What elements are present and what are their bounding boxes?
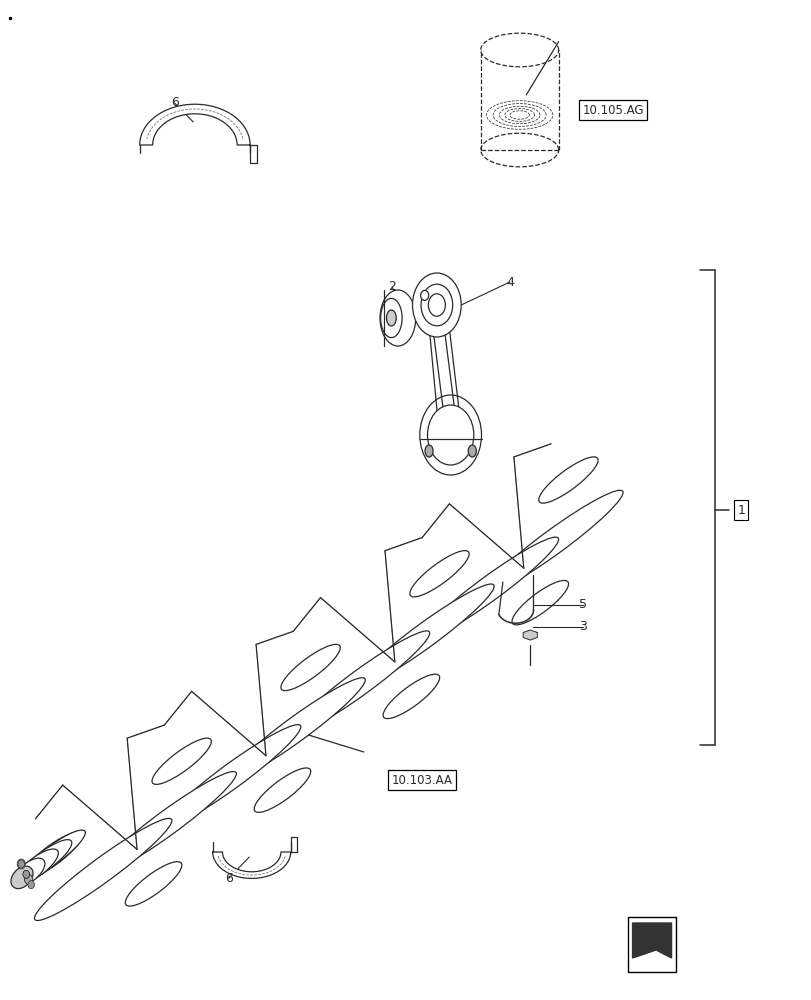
Ellipse shape [23, 832, 83, 878]
Ellipse shape [281, 644, 340, 691]
Ellipse shape [18, 860, 24, 868]
Text: 6: 6 [225, 871, 233, 884]
Ellipse shape [163, 725, 300, 827]
Ellipse shape [410, 551, 469, 597]
Ellipse shape [19, 840, 71, 882]
Ellipse shape [380, 290, 415, 346]
Text: 10.105.AG: 10.105.AG [581, 104, 643, 116]
Ellipse shape [17, 859, 25, 869]
Ellipse shape [11, 866, 33, 889]
Ellipse shape [20, 830, 85, 880]
Ellipse shape [424, 445, 432, 457]
Ellipse shape [420, 290, 428, 300]
Ellipse shape [386, 310, 396, 326]
Ellipse shape [23, 870, 29, 878]
Ellipse shape [15, 858, 45, 885]
Ellipse shape [421, 284, 453, 326]
Ellipse shape [228, 678, 365, 780]
Ellipse shape [383, 674, 439, 719]
Text: 2: 2 [388, 280, 396, 294]
Ellipse shape [421, 537, 558, 639]
Polygon shape [139, 104, 250, 145]
Ellipse shape [28, 881, 34, 889]
Ellipse shape [125, 862, 182, 906]
Text: 1: 1 [736, 504, 744, 516]
Ellipse shape [412, 273, 461, 337]
Polygon shape [632, 923, 671, 958]
Ellipse shape [24, 874, 32, 884]
Ellipse shape [485, 490, 622, 592]
Text: 5: 5 [578, 598, 586, 611]
Polygon shape [522, 630, 537, 640]
Ellipse shape [16, 849, 58, 883]
Ellipse shape [24, 874, 32, 884]
Ellipse shape [428, 294, 445, 316]
Ellipse shape [538, 457, 598, 503]
Ellipse shape [468, 445, 476, 457]
Ellipse shape [99, 771, 236, 874]
Ellipse shape [356, 584, 494, 686]
Ellipse shape [254, 768, 311, 812]
Ellipse shape [23, 870, 29, 878]
Ellipse shape [292, 631, 429, 733]
Ellipse shape [427, 405, 474, 465]
Text: 10.103.AA: 10.103.AA [391, 774, 453, 786]
Text: 4: 4 [505, 275, 513, 288]
Text: 6: 6 [170, 97, 178, 109]
Ellipse shape [512, 580, 568, 625]
Polygon shape [290, 837, 297, 852]
Ellipse shape [380, 298, 401, 338]
Ellipse shape [152, 738, 211, 784]
Bar [627, 917, 676, 972]
Ellipse shape [419, 395, 481, 475]
Polygon shape [250, 145, 256, 163]
Polygon shape [212, 852, 290, 878]
Ellipse shape [34, 818, 172, 921]
Polygon shape [427, 305, 461, 435]
Text: 3: 3 [578, 620, 586, 634]
